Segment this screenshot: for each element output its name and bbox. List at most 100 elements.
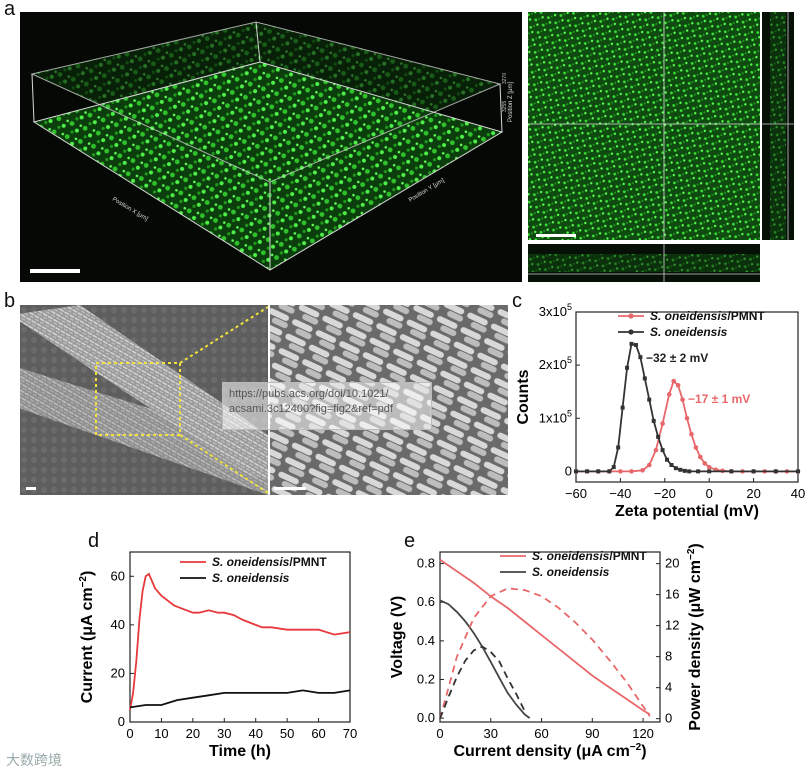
plot-frame <box>439 551 661 723</box>
legend-marker-1 <box>628 329 634 335</box>
point-1-1 <box>585 469 590 474</box>
y2-axis-label-base: Power density (μW cm <box>687 560 704 731</box>
point-0-19 <box>706 464 712 470</box>
panel-label-d: d <box>88 530 100 552</box>
legend-label-italic-1: S. oneidensis <box>532 565 610 579</box>
legend-label-0: S. oneidensis/PMNT <box>212 555 327 569</box>
point-1-3 <box>607 469 612 474</box>
scale-bar-3d <box>30 269 80 273</box>
point-0-9 <box>660 421 665 426</box>
scale-bar-sem-low <box>26 487 36 490</box>
confocal-top-render <box>528 12 760 240</box>
point-0-5 <box>629 469 634 474</box>
y-tick-label-2: 0.4 <box>417 633 435 648</box>
point-0-18 <box>702 461 708 466</box>
y-tick-label-0: 0 <box>565 463 572 478</box>
confocal-side-xz-render <box>528 244 760 282</box>
x-tick-label-0: 0 <box>436 726 443 741</box>
legend-label-italic-1: S. oneidensis <box>212 571 290 585</box>
point-1-20 <box>682 468 687 473</box>
y2-tick-label-2: 8 <box>665 649 672 664</box>
y-tick-label-2: 2x105 <box>539 355 572 372</box>
point-1-8 <box>629 341 634 346</box>
y-tick-base-2: 2x10 <box>539 357 567 372</box>
point-0-14 <box>684 415 690 421</box>
y-axis-label-exp: −2 <box>78 576 89 588</box>
x-tick-label-0: −60 <box>565 486 587 501</box>
site-logo: 大数跨境 <box>6 750 62 770</box>
series-line-1 <box>576 342 798 473</box>
point-1-7 <box>625 365 630 370</box>
axis-z-label-3d: Position Z [μm] <box>508 82 514 122</box>
y-axis-label: Counts <box>515 369 532 424</box>
y-tick-label-3: 60 <box>111 568 125 583</box>
x-tick-label-3: 30 <box>217 726 231 741</box>
confocal-side-view-yz <box>762 12 794 240</box>
legend-label-suffix-0: /PMNT <box>727 309 765 323</box>
y2-axis-label-close: ) <box>687 543 704 548</box>
confocal-3d-render: Position X [μm] Position Y [μm] Position… <box>30 21 514 271</box>
x-tick-label-4: 120 <box>632 726 654 741</box>
url-line-1: https://pubs.acs.org/doi/10.1021/ <box>229 388 389 400</box>
x-axis-label: Time (h) <box>209 743 271 760</box>
point-1-15 <box>660 448 665 453</box>
y2-tick-label-3: 12 <box>665 618 679 633</box>
x-tick-label-2: 60 <box>534 726 548 741</box>
point-1-5 <box>616 445 621 450</box>
series-line-0 <box>576 379 798 473</box>
point-1-11 <box>642 376 647 381</box>
y-tick-label-2: 40 <box>111 617 125 632</box>
y-tick-label-3: 3x105 <box>539 302 572 319</box>
legend-label-italic-1: S. oneidensis <box>650 325 728 339</box>
x-tick-label-3: 90 <box>585 726 599 741</box>
point-1-25 <box>751 469 756 474</box>
y-tick-label-4: 0.8 <box>417 556 435 571</box>
y-tick-label-0: 0 <box>118 714 125 729</box>
y-tick-base-1: 1x10 <box>539 410 567 425</box>
legend-label-italic-0: S. oneidensis <box>212 555 290 569</box>
x-axis-label-exp: −2 <box>630 742 642 753</box>
y-axis-label-close: ) <box>79 571 96 576</box>
panel-label-e: e <box>404 530 416 552</box>
point-1-10 <box>638 355 643 360</box>
x-tick-label-3: 0 <box>706 486 713 501</box>
point-1-4 <box>611 465 616 470</box>
legend-label-1: S. oneidensis <box>650 325 728 339</box>
x-axis-label: Zeta potential (mV) <box>615 503 759 520</box>
point-1-2 <box>596 469 601 474</box>
confocal-side-view-xz <box>528 244 760 282</box>
y-tick-label-3: 0.6 <box>417 594 435 609</box>
series-line-2 <box>439 587 651 719</box>
y2-tick-label-4: 16 <box>665 587 679 602</box>
x-tick-label-2: 20 <box>186 726 200 741</box>
y-axis-label: Voltage (V) <box>389 596 406 678</box>
point-1-22 <box>696 469 701 474</box>
point-0-12 <box>675 383 681 388</box>
axis-x-label-3d: Position X [μm] <box>111 197 149 223</box>
point-1-27 <box>796 469 800 474</box>
z-tick-3d-0: 3270 <box>502 73 508 84</box>
panel-label-c: c <box>512 290 522 312</box>
z-tick-3d-1: 3255 <box>502 101 508 112</box>
point-0-13 <box>680 397 685 402</box>
url-watermark: https://pubs.acs.org/doi/10.1021/ acsami… <box>222 382 432 430</box>
point-1-12 <box>647 397 652 402</box>
y-tick-exp-2: 5 <box>567 355 572 365</box>
series-line-3 <box>439 645 526 720</box>
scale-bar-top <box>536 234 576 237</box>
point-0-7 <box>646 462 652 468</box>
x-tick-label-4: 40 <box>248 726 262 741</box>
legend-label-italic-0: S. oneidensis <box>532 549 610 563</box>
annotation-control: −32 ± 2 mV <box>646 351 708 365</box>
point-1-26 <box>773 469 778 474</box>
point-1-16 <box>665 457 670 462</box>
legend-label-1: S. oneidensis <box>212 571 290 585</box>
series-line-0 <box>129 572 351 711</box>
point-1-18 <box>673 466 678 471</box>
plot-frame <box>129 551 351 723</box>
x-tick-label-4: 20 <box>746 486 760 501</box>
point-1-0 <box>574 469 578 474</box>
x-tick-label-7: 70 <box>343 726 357 741</box>
y-tick-label-1: 1x105 <box>539 408 572 425</box>
x-tick-label-1: −40 <box>609 486 631 501</box>
